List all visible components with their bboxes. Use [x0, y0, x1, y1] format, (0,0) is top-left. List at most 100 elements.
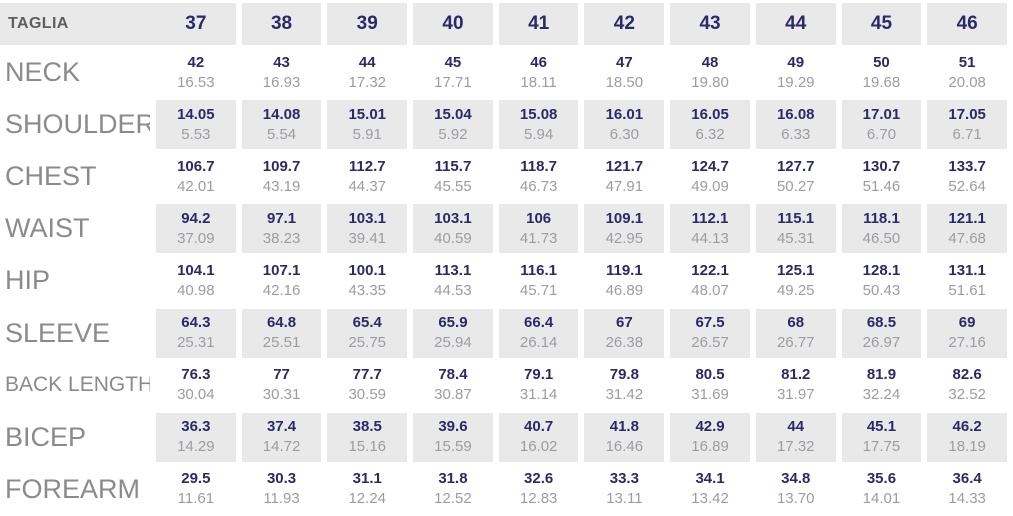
value-in: 14.33	[948, 490, 986, 508]
measure-cell: 44 17.32	[755, 412, 836, 462]
measure-cell: 39.6 15.59	[413, 412, 493, 462]
row-label: NECK	[5, 57, 81, 88]
value-cm: 130.7	[862, 157, 901, 175]
value-cm: 115.7	[434, 157, 472, 175]
value-cm: 16.05	[691, 105, 729, 123]
row-label: HIP	[5, 265, 51, 296]
value-cm: 80.5	[695, 366, 725, 384]
measure-cell: 77.7 30.59	[327, 361, 407, 410]
value-cm: 40.7	[524, 418, 554, 436]
measure-cell: 79.8 31.42	[584, 361, 664, 410]
measure-cell: 109.1 42.95	[584, 204, 665, 254]
value-cm: 15.01	[348, 105, 387, 123]
value-cm: 127.7	[776, 157, 815, 175]
value-cm: 65.4	[352, 314, 382, 332]
value-in: 51.61	[948, 281, 986, 299]
measure-cell: 47 18.50	[584, 48, 664, 97]
value-in: 44.53	[434, 281, 472, 299]
measure-cell: 131.1 51.61	[927, 256, 1007, 305]
value-in: 38.23	[262, 229, 301, 247]
value-cm: 107.1	[262, 261, 301, 279]
value-in: 13.42	[691, 490, 729, 508]
row-label: FOREARM	[5, 473, 140, 504]
value-cm: 15.08	[519, 105, 558, 123]
measure-cell: 46 18.11	[499, 48, 579, 97]
measure-cell: 116.1 45.71	[499, 256, 579, 305]
value-in: 39.41	[348, 229, 387, 247]
value-in: 42.16	[262, 281, 301, 299]
value-cm: 82.6	[952, 366, 982, 384]
measure-cell: 103.1 39.41	[327, 204, 408, 254]
measure-cell: 16.01 6.30	[584, 100, 665, 150]
measure-cell: 15.04 5.92	[413, 100, 493, 150]
value-in: 19.80	[691, 73, 729, 91]
value-cm: 41.8	[609, 418, 639, 436]
measure-cell: 122.1 48.07	[670, 256, 750, 305]
value-cm: 94.2	[181, 209, 211, 227]
value-in: 50.27	[776, 177, 815, 195]
measure-cell: 112.7 44.37	[327, 152, 407, 201]
measure-cell: 15.01 5.91	[327, 100, 408, 150]
measure-cell: 67 26.38	[584, 308, 665, 358]
measure-cell: 97.1 38.23	[241, 204, 322, 254]
value-in: 11.93	[263, 490, 300, 508]
measure-cell: 128.1 50.43	[842, 256, 922, 305]
value-cm: 17.01	[862, 105, 901, 123]
value-cm: 65.9	[438, 314, 468, 332]
value-cm: 100.1	[348, 261, 387, 279]
value-in: 40.59	[434, 229, 472, 247]
value-cm: 17.05	[948, 105, 986, 123]
size-header-cell: 38	[241, 3, 322, 45]
value-cm: 46.2	[952, 418, 982, 436]
value-in: 30.31	[262, 386, 301, 404]
value-cm: 68	[787, 314, 805, 332]
value-cm: 79.1	[524, 366, 554, 384]
measure-cell: 33.3 13.11	[584, 465, 664, 514]
measure-cell: 78.4 30.87	[413, 361, 493, 410]
measure-cell: 31.8 12.52	[413, 465, 493, 514]
measure-cell: 118.1 46.50	[841, 204, 922, 254]
value-cm: 36.4	[952, 470, 982, 488]
measure-cell: 17.05 6.71	[927, 100, 1007, 150]
row-label: BICEP	[5, 421, 87, 452]
value-in: 6.30	[609, 125, 639, 143]
value-in: 17.32	[348, 73, 387, 91]
value-in: 49.09	[691, 177, 729, 195]
measure-cell: 119.1 46.89	[584, 256, 664, 305]
measure-cell: 124.7 49.09	[670, 152, 750, 201]
measure-cell: 40.7 16.02	[498, 412, 579, 462]
size-header-cell: 42	[584, 3, 665, 45]
row-label: BACK LENGTH	[5, 373, 150, 397]
value-cm: 64.8	[266, 314, 297, 332]
value-cm: 14.08	[262, 105, 301, 123]
value-in: 46.89	[605, 281, 644, 299]
value-cm: 50	[873, 53, 890, 71]
measure-cell: 16.05 6.32	[670, 100, 750, 150]
measure-cell: 109.7 43.19	[242, 152, 322, 201]
value-cm: 66.4	[524, 314, 554, 332]
value-in: 25.75	[348, 334, 387, 352]
value-in: 26.57	[691, 334, 729, 352]
measure-cell: 32.6 12.83	[499, 465, 579, 514]
value-cm: 37.4	[266, 418, 297, 436]
value-in: 40.98	[177, 281, 215, 299]
value-cm: 45.1	[866, 418, 897, 436]
value-cm: 31.8	[438, 470, 468, 488]
value-in: 17.32	[776, 438, 815, 456]
value-in: 47.91	[605, 177, 644, 195]
value-cm: 31.1	[352, 470, 382, 488]
value-in: 48.07	[691, 281, 729, 299]
value-cm: 44	[358, 53, 376, 71]
measure-cell: 66.4 26.14	[498, 308, 579, 358]
size-header-cell: 40	[413, 3, 493, 45]
measure-cell: 35.6 14.01	[842, 465, 922, 514]
measure-cell: 48 19.80	[670, 48, 750, 97]
value-in: 20.08	[948, 73, 986, 91]
measure-cell: 79.1 31.14	[499, 361, 579, 410]
measure-cell: 100.1 43.35	[327, 256, 407, 305]
value-cm: 51	[958, 53, 976, 71]
value-cm: 78.4	[438, 366, 468, 384]
value-cm: 118.1	[863, 209, 900, 227]
value-in: 18.11	[520, 73, 557, 91]
